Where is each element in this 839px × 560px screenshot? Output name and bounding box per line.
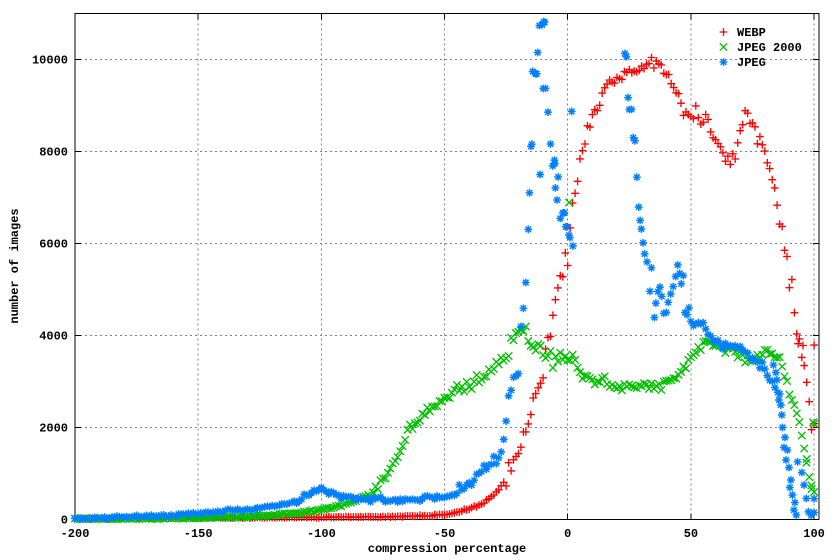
svg-text:-200: -200 bbox=[61, 527, 90, 541]
svg-text:-100: -100 bbox=[307, 527, 336, 541]
svg-text:0: 0 bbox=[61, 513, 68, 527]
svg-text:-150: -150 bbox=[184, 527, 213, 541]
svg-text:8000: 8000 bbox=[39, 145, 68, 159]
svg-text:JPEG: JPEG bbox=[737, 56, 766, 70]
svg-text:number of images: number of images bbox=[8, 208, 22, 323]
svg-text:100: 100 bbox=[803, 527, 825, 541]
svg-text:compression percentage: compression percentage bbox=[368, 542, 526, 556]
svg-text:WEBP: WEBP bbox=[737, 26, 766, 40]
svg-text:50: 50 bbox=[684, 527, 698, 541]
svg-text:10000: 10000 bbox=[32, 53, 68, 67]
svg-text:2000: 2000 bbox=[39, 421, 68, 435]
svg-text:4000: 4000 bbox=[39, 329, 68, 343]
svg-text:6000: 6000 bbox=[39, 237, 68, 251]
svg-text:-50: -50 bbox=[434, 527, 456, 541]
svg-text:JPEG 2000: JPEG 2000 bbox=[737, 41, 802, 55]
svg-text:0: 0 bbox=[564, 527, 571, 541]
